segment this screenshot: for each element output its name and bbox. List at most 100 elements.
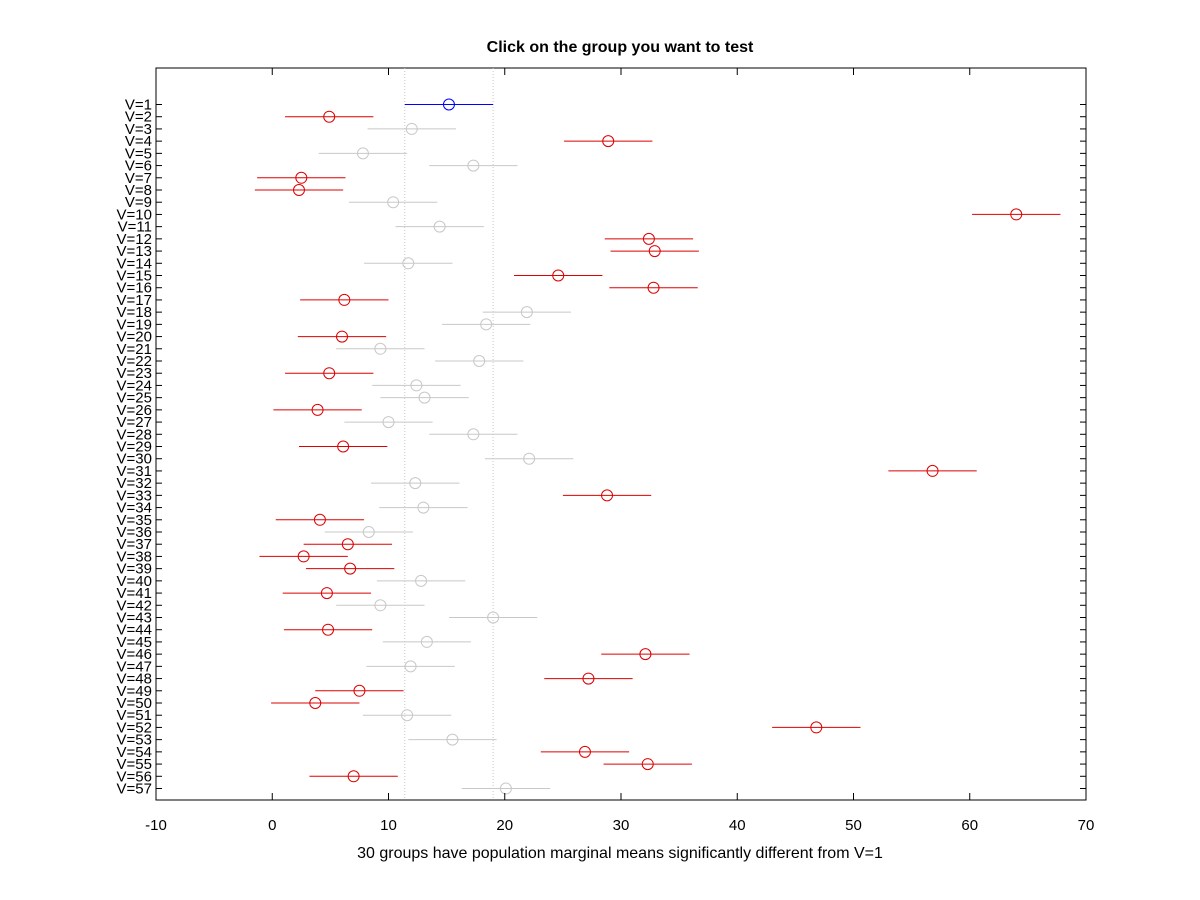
errorbar-group-11[interactable] xyxy=(395,220,484,233)
mean-marker[interactable] xyxy=(341,538,354,551)
mean-marker[interactable] xyxy=(639,648,652,661)
errorbar-group-50[interactable] xyxy=(271,697,360,709)
mean-marker[interactable] xyxy=(338,293,351,306)
mean-marker[interactable] xyxy=(433,220,446,233)
mean-marker[interactable] xyxy=(1010,208,1023,221)
errorbar-group-36[interactable] xyxy=(324,526,413,538)
errorbar-group-23[interactable] xyxy=(285,367,374,380)
mean-marker[interactable] xyxy=(387,196,400,209)
errorbar-group-49[interactable] xyxy=(315,684,404,697)
mean-marker[interactable] xyxy=(322,623,335,636)
errorbar-group-1[interactable] xyxy=(404,98,494,111)
errorbar-group-33[interactable] xyxy=(562,489,652,502)
mean-marker[interactable] xyxy=(374,342,387,355)
mean-marker[interactable] xyxy=(601,489,614,502)
mean-marker[interactable] xyxy=(467,428,480,441)
errorbar-group-24[interactable] xyxy=(372,379,461,392)
errorbar-group-20[interactable] xyxy=(297,330,387,343)
mean-marker[interactable] xyxy=(582,672,595,685)
errorbar-group-48[interactable] xyxy=(544,672,633,685)
mean-marker[interactable] xyxy=(926,464,939,477)
mean-marker[interactable] xyxy=(418,391,431,404)
errorbar-group-32[interactable] xyxy=(371,477,460,490)
mean-marker[interactable] xyxy=(552,269,565,282)
mean-marker[interactable] xyxy=(405,122,418,135)
errorbar-group-3[interactable] xyxy=(367,122,456,135)
mean-marker[interactable] xyxy=(467,159,480,172)
mean-marker[interactable] xyxy=(409,477,422,490)
mean-marker[interactable] xyxy=(313,513,326,526)
errorbar-group-12[interactable] xyxy=(604,232,694,245)
mean-marker[interactable] xyxy=(415,574,428,587)
plot-area[interactable]: V=1V=2V=3V=4V=5V=6V=7V=8V=9V=10V=11V=12V… xyxy=(117,67,1095,834)
errorbar-group-40[interactable] xyxy=(376,574,466,587)
errorbar-group-25[interactable] xyxy=(380,391,469,404)
mean-marker[interactable] xyxy=(323,367,336,380)
errorbar-group-39[interactable] xyxy=(305,562,395,575)
mean-marker[interactable] xyxy=(499,782,512,795)
mean-marker[interactable] xyxy=(292,184,305,196)
mean-marker[interactable] xyxy=(647,281,660,294)
errorbar-group-4[interactable] xyxy=(564,135,653,148)
mean-marker[interactable] xyxy=(402,257,415,270)
mean-marker[interactable] xyxy=(297,550,310,563)
mean-marker[interactable] xyxy=(410,379,423,392)
errorbar-group-18[interactable] xyxy=(482,306,572,319)
errorbar-group-44[interactable] xyxy=(283,623,373,636)
errorbar-group-27[interactable] xyxy=(344,416,433,429)
mean-marker[interactable] xyxy=(356,147,369,160)
mean-marker[interactable] xyxy=(642,232,655,245)
errorbar-group-8[interactable] xyxy=(254,184,344,196)
mean-marker[interactable] xyxy=(362,526,375,538)
mean-marker[interactable] xyxy=(442,98,455,111)
error-bars[interactable] xyxy=(254,98,1061,795)
mean-marker[interactable] xyxy=(420,635,433,648)
mean-marker[interactable] xyxy=(374,599,387,612)
errorbar-group-19[interactable] xyxy=(441,318,531,331)
errorbar-group-9[interactable] xyxy=(348,196,438,209)
errorbar-group-14[interactable] xyxy=(364,257,453,270)
mean-marker[interactable] xyxy=(404,660,417,673)
mean-marker[interactable] xyxy=(382,416,395,429)
errorbar-group-7[interactable] xyxy=(257,171,346,184)
errorbar-group-28[interactable] xyxy=(429,428,518,441)
errorbar-group-38[interactable] xyxy=(259,550,348,563)
errorbar-group-26[interactable] xyxy=(273,403,362,416)
errorbar-group-41[interactable] xyxy=(282,587,372,600)
errorbar-group-21[interactable] xyxy=(336,342,425,355)
errorbar-group-2[interactable] xyxy=(285,110,374,123)
errorbar-group-10[interactable] xyxy=(972,208,1061,221)
mean-marker[interactable] xyxy=(337,440,350,453)
errorbar-group-30[interactable] xyxy=(484,452,574,465)
errorbar-group-55[interactable] xyxy=(603,758,692,771)
errorbar-group-45[interactable] xyxy=(382,635,472,648)
errorbar-group-5[interactable] xyxy=(318,147,408,160)
mean-marker[interactable] xyxy=(311,403,324,416)
errorbar-group-37[interactable] xyxy=(303,538,392,551)
errorbar-group-13[interactable] xyxy=(610,245,699,258)
errorbar-group-16[interactable] xyxy=(609,281,698,294)
errorbar-group-46[interactable] xyxy=(601,648,690,661)
errorbar-group-35[interactable] xyxy=(275,513,365,526)
mean-marker[interactable] xyxy=(320,587,333,600)
errorbar-group-51[interactable] xyxy=(362,709,452,722)
errorbar-group-54[interactable] xyxy=(540,745,630,758)
mean-marker[interactable] xyxy=(648,245,661,258)
mean-marker[interactable] xyxy=(344,562,357,575)
mean-marker[interactable] xyxy=(401,709,414,722)
mean-marker[interactable] xyxy=(578,745,591,758)
mean-marker[interactable] xyxy=(295,171,308,184)
errorbar-group-43[interactable] xyxy=(448,611,538,624)
errorbar-group-34[interactable] xyxy=(379,501,468,514)
mean-marker[interactable] xyxy=(810,721,823,734)
mean-marker[interactable] xyxy=(309,697,322,709)
errorbar-group-53[interactable] xyxy=(408,733,497,746)
errorbar-group-15[interactable] xyxy=(514,269,603,282)
mean-marker[interactable] xyxy=(520,306,533,319)
errorbar-group-57[interactable] xyxy=(461,782,551,795)
errorbar-group-52[interactable] xyxy=(772,721,861,734)
mean-marker[interactable] xyxy=(473,355,486,367)
errorbar-group-6[interactable] xyxy=(429,159,518,172)
mean-marker[interactable] xyxy=(353,684,366,697)
